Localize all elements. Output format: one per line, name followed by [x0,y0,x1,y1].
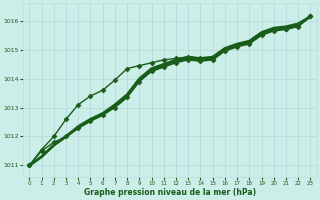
X-axis label: Graphe pression niveau de la mer (hPa): Graphe pression niveau de la mer (hPa) [84,188,256,197]
